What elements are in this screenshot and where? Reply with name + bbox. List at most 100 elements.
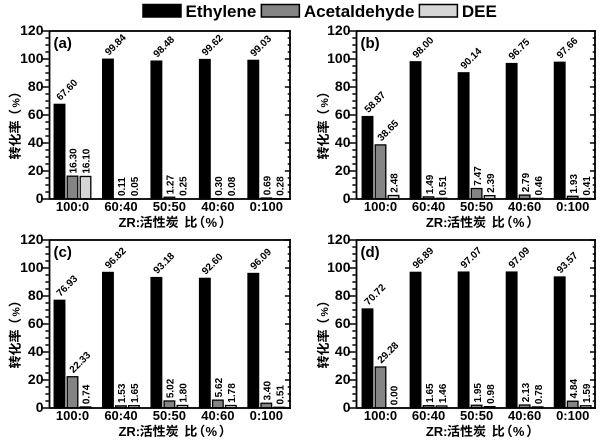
svg-text:0.41: 0.41 xyxy=(582,176,593,196)
svg-text:0.00: 0.00 xyxy=(390,385,401,405)
svg-text:40: 40 xyxy=(28,343,44,359)
svg-text:60:40: 60:40 xyxy=(104,199,137,214)
svg-text:ZR:: ZR: xyxy=(118,424,140,439)
svg-text:120: 120 xyxy=(327,231,351,247)
svg-text:60:40: 60:40 xyxy=(412,199,445,214)
svg-text:50:50: 50:50 xyxy=(460,408,493,423)
svg-text:2.48: 2.48 xyxy=(390,173,401,193)
svg-text:(c): (c) xyxy=(54,244,72,261)
svg-text:%: % xyxy=(513,424,525,439)
svg-text:%: % xyxy=(319,98,331,108)
svg-text:0.78: 0.78 xyxy=(534,384,545,404)
svg-text:40: 40 xyxy=(335,134,351,150)
svg-text:40:60: 40:60 xyxy=(508,408,541,423)
svg-text:ZR:: ZR: xyxy=(118,215,140,230)
svg-text:%: % xyxy=(513,215,525,230)
svg-text:120: 120 xyxy=(20,231,44,247)
svg-text:0: 0 xyxy=(343,190,351,206)
svg-text:ZR:: ZR: xyxy=(426,424,448,439)
svg-text:%: % xyxy=(319,307,331,317)
svg-text:0.69: 0.69 xyxy=(263,175,274,195)
svg-text:60:40: 60:40 xyxy=(104,408,137,423)
svg-text:1.53: 1.53 xyxy=(117,383,128,403)
svg-text:0: 0 xyxy=(36,190,44,206)
svg-text:0.74: 0.74 xyxy=(82,384,93,404)
svg-text:1.95: 1.95 xyxy=(473,383,484,403)
svg-text:60:40: 60:40 xyxy=(412,408,445,423)
svg-text:%: % xyxy=(205,424,217,439)
svg-text:1.46: 1.46 xyxy=(438,383,449,403)
svg-text:Acetaldehyde: Acetaldehyde xyxy=(304,2,415,21)
svg-text:80: 80 xyxy=(335,287,351,303)
svg-text:16.30: 16.30 xyxy=(69,148,80,173)
svg-text:5.62: 5.62 xyxy=(214,377,225,397)
svg-text:7.47: 7.47 xyxy=(473,166,484,186)
svg-text:0:100: 0:100 xyxy=(250,408,283,423)
svg-text:(d): (d) xyxy=(361,244,380,261)
svg-text:100: 100 xyxy=(327,259,351,275)
svg-text:0.98: 0.98 xyxy=(486,384,497,404)
svg-text:50:50: 50:50 xyxy=(153,199,186,214)
svg-text:20: 20 xyxy=(335,371,351,387)
svg-text:40: 40 xyxy=(335,343,351,359)
svg-text:1.78: 1.78 xyxy=(227,383,238,403)
svg-text:2.39: 2.39 xyxy=(486,173,497,193)
svg-text:40:60: 40:60 xyxy=(508,199,541,214)
svg-text:1.80: 1.80 xyxy=(179,383,190,403)
svg-text:1.27: 1.27 xyxy=(166,175,177,195)
svg-text:100: 100 xyxy=(327,50,351,66)
svg-text:0:100: 0:100 xyxy=(556,199,589,214)
svg-text:40:60: 40:60 xyxy=(201,199,234,214)
svg-text:%: % xyxy=(11,307,23,317)
svg-text:2.13: 2.13 xyxy=(521,382,532,402)
svg-text:100:0: 100:0 xyxy=(56,408,89,423)
svg-text:ZR:: ZR: xyxy=(426,215,448,230)
svg-text:120: 120 xyxy=(327,22,351,38)
svg-text:0:100: 0:100 xyxy=(556,408,589,423)
svg-text:0.05: 0.05 xyxy=(130,176,141,196)
svg-text:50:50: 50:50 xyxy=(153,408,186,423)
svg-text:80: 80 xyxy=(335,78,351,94)
svg-text:2.79: 2.79 xyxy=(521,172,532,192)
svg-text:60: 60 xyxy=(335,106,351,122)
svg-text:80: 80 xyxy=(28,78,44,94)
svg-text:0.25: 0.25 xyxy=(179,176,190,196)
svg-text:1.49: 1.49 xyxy=(425,174,436,194)
svg-text:20: 20 xyxy=(28,371,44,387)
svg-text:0:100: 0:100 xyxy=(250,199,283,214)
svg-text:0.08: 0.08 xyxy=(227,176,238,196)
svg-text:Ethylene: Ethylene xyxy=(186,2,257,21)
svg-text:50:50: 50:50 xyxy=(460,199,493,214)
svg-text:0: 0 xyxy=(343,399,351,415)
svg-text:5.02: 5.02 xyxy=(166,378,177,398)
svg-text:1.65: 1.65 xyxy=(425,383,436,403)
svg-text:40:60: 40:60 xyxy=(201,408,234,423)
svg-text:1.93: 1.93 xyxy=(569,174,580,194)
svg-text:20: 20 xyxy=(335,162,351,178)
svg-text:20: 20 xyxy=(28,162,44,178)
svg-text:120: 120 xyxy=(20,22,44,38)
svg-text:0: 0 xyxy=(36,399,44,415)
svg-text:80: 80 xyxy=(28,287,44,303)
svg-text:0.51: 0.51 xyxy=(438,176,449,196)
svg-text:4.84: 4.84 xyxy=(569,379,580,399)
svg-text:0.46: 0.46 xyxy=(534,176,545,196)
svg-text:16.10: 16.10 xyxy=(82,148,93,173)
svg-text:60: 60 xyxy=(28,315,44,331)
svg-text:60: 60 xyxy=(335,315,351,331)
svg-text:(a): (a) xyxy=(54,35,72,52)
svg-text:100:0: 100:0 xyxy=(56,199,89,214)
svg-text:0.11: 0.11 xyxy=(117,177,128,196)
svg-text:1.59: 1.59 xyxy=(582,383,593,403)
svg-text:DEE: DEE xyxy=(462,2,497,21)
svg-text:3.40: 3.40 xyxy=(263,381,274,401)
svg-text:0.30: 0.30 xyxy=(214,176,225,196)
svg-text:0.51: 0.51 xyxy=(276,385,287,405)
svg-text:100: 100 xyxy=(20,50,44,66)
svg-text:100:0: 100:0 xyxy=(364,199,397,214)
svg-text:%: % xyxy=(205,215,217,230)
svg-text:60: 60 xyxy=(28,106,44,122)
svg-text:%: % xyxy=(11,98,23,108)
svg-text:0.28: 0.28 xyxy=(276,176,287,196)
svg-text:40: 40 xyxy=(28,134,44,150)
